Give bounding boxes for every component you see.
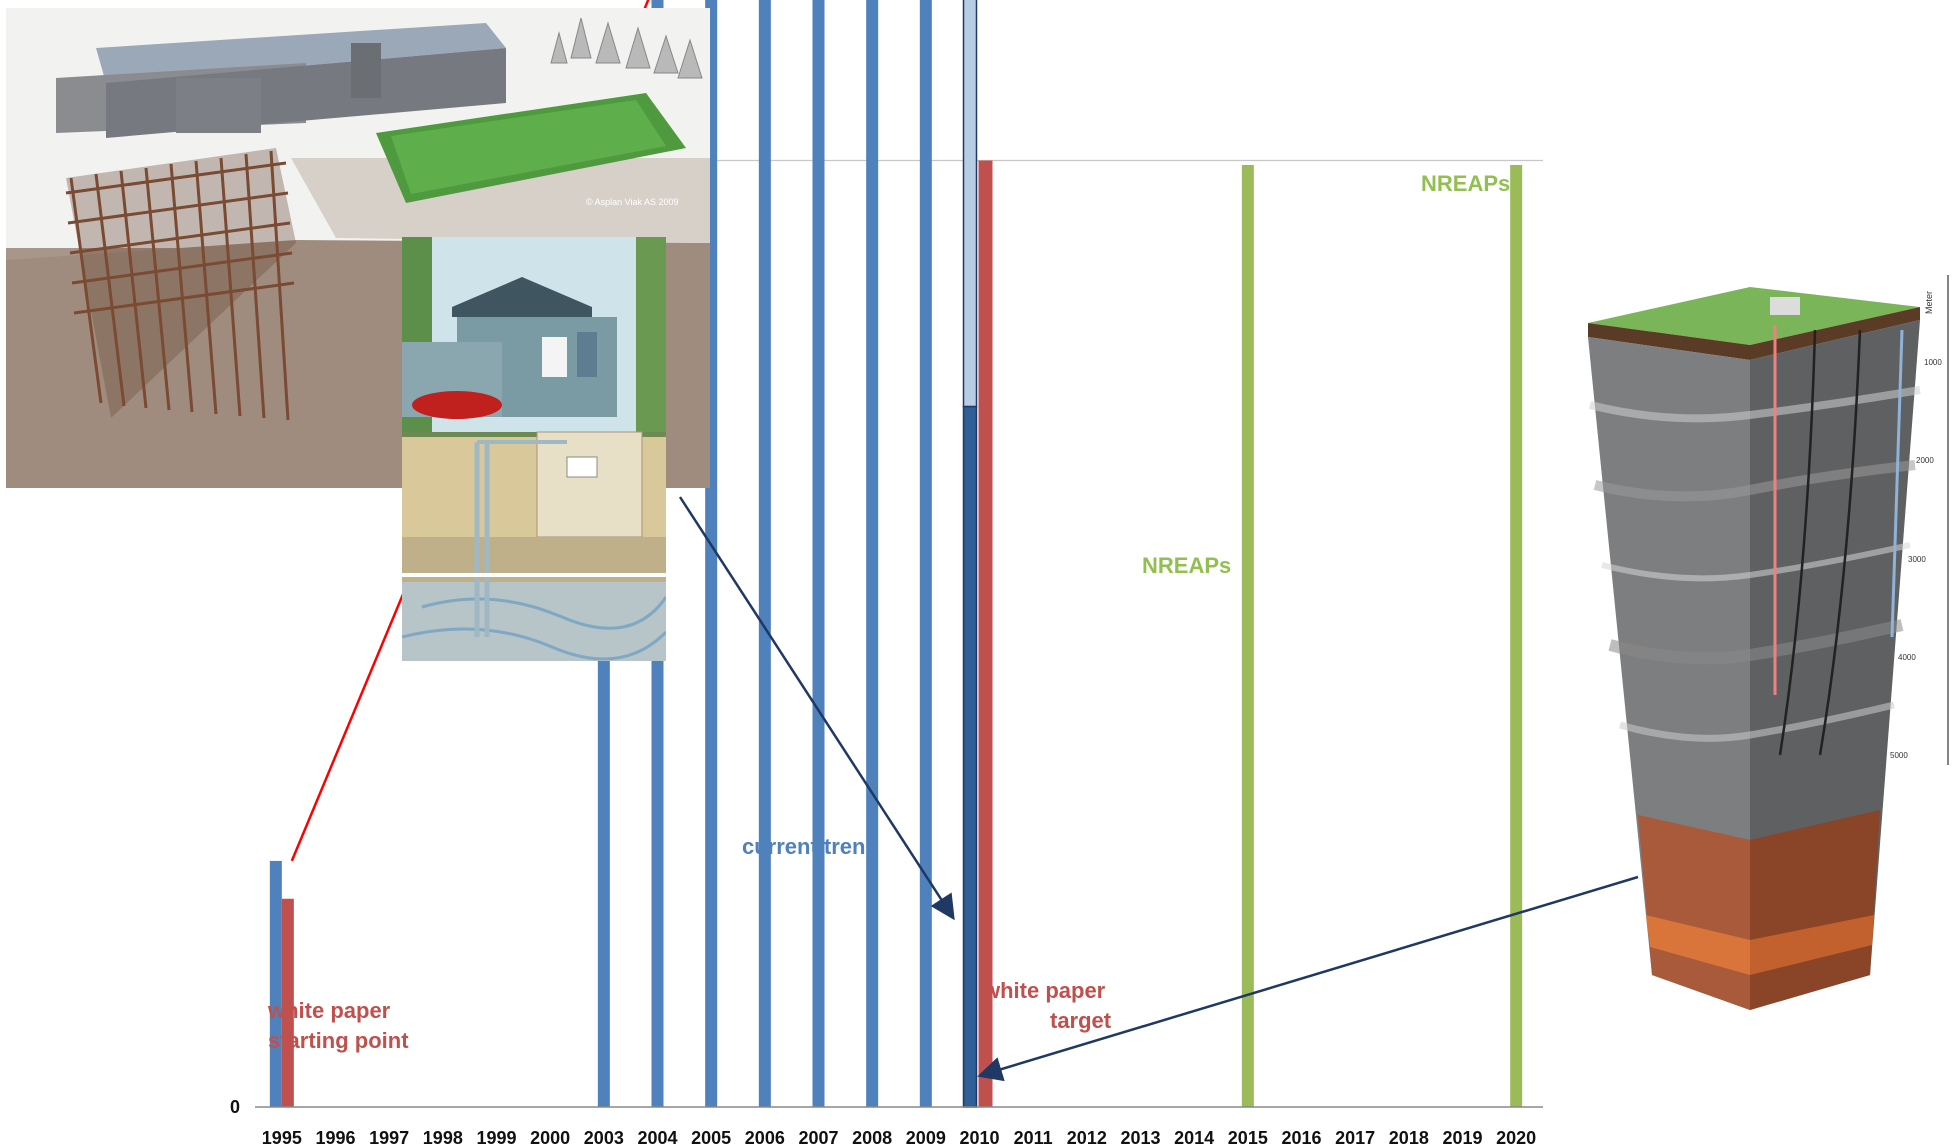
geothermal-rock-column-illustration: Meter 0 1000 2000 3000 4000 5000 <box>1580 275 1960 1015</box>
bar-red <box>281 898 294 1107</box>
x-tick-label: 2014 <box>1174 1128 1214 1148</box>
rock-to-target-arrow <box>977 875 1639 1082</box>
x-tick-label: 1995 <box>262 1128 302 1148</box>
x-tick-label: 1998 <box>423 1128 463 1148</box>
x-tick-label: 2013 <box>1120 1128 1160 1148</box>
x-tick-label: 2000 <box>530 1128 570 1148</box>
bar-red <box>978 160 993 1107</box>
y-tick-label: 0 <box>230 1097 240 1117</box>
x-tick-label: 2004 <box>637 1128 677 1148</box>
house-heat-pump-illustration <box>402 237 666 661</box>
x-tick-label: 2020 <box>1496 1128 1536 1148</box>
x-tick-label: 2009 <box>906 1128 946 1148</box>
depth-tick-4000: 4000 <box>1898 653 1916 662</box>
annotation-target: target <box>1050 1008 1112 1033</box>
x-tick-label: 2003 <box>584 1128 624 1148</box>
bar-blue <box>812 0 825 1107</box>
x-tick-label: 2007 <box>798 1128 838 1148</box>
x-tick-label: 2018 <box>1389 1128 1429 1148</box>
annotation-nreaps-2020: NREAPs <box>1421 171 1510 196</box>
depth-tick-1000: 1000 <box>1924 358 1942 367</box>
bar-green <box>1510 165 1523 1107</box>
annotation-starting-point: starting point <box>268 1028 409 1053</box>
annotation-white-paper-target: white paper <box>982 978 1106 1003</box>
x-tick-label: 2019 <box>1442 1128 1482 1148</box>
x-tick-label: 2005 <box>691 1128 731 1148</box>
bar-blue <box>758 0 771 1108</box>
x-tick-label: 2015 <box>1228 1128 1268 1148</box>
x-tick-label: 2016 <box>1281 1128 1321 1148</box>
annotation-current-trend: current trend <box>742 834 879 859</box>
x-tick-label: 2010 <box>959 1128 999 1148</box>
x-tick-label: 2008 <box>852 1128 892 1148</box>
building-credit: © Asplan Viak AS 2009 <box>586 197 679 207</box>
depth-tick-2000: 2000 <box>1916 456 1934 465</box>
x-tick-label: 1997 <box>369 1128 409 1148</box>
depth-unit-label: Meter <box>1924 291 1934 314</box>
house-to-trend-arrow <box>678 496 955 921</box>
depth-tick-3000: 3000 <box>1908 555 1926 564</box>
depth-tick-5000: 5000 <box>1890 751 1908 760</box>
annotation-white-paper-start: white paper <box>267 998 391 1023</box>
bar-blue <box>866 0 879 1107</box>
bar-blue <box>919 0 932 1107</box>
x-axis-ticks: 1995 1996 1997 1998 1999 2000 2003 2004 2005 2006… <box>262 1128 1536 1148</box>
bar-green <box>1241 165 1254 1107</box>
annotation-nreaps-2015: NREAPs <box>1142 553 1231 578</box>
x-tick-label: 2011 <box>1014 1128 1053 1148</box>
bar-blue <box>269 860 282 1107</box>
x-tick-label: 2017 <box>1335 1128 1375 1148</box>
x-tick-label: 2012 <box>1067 1128 1107 1148</box>
x-tick-label: 1996 <box>315 1128 355 1148</box>
x-tick-label: 2006 <box>745 1128 785 1148</box>
x-tick-label: 1999 <box>476 1128 516 1148</box>
